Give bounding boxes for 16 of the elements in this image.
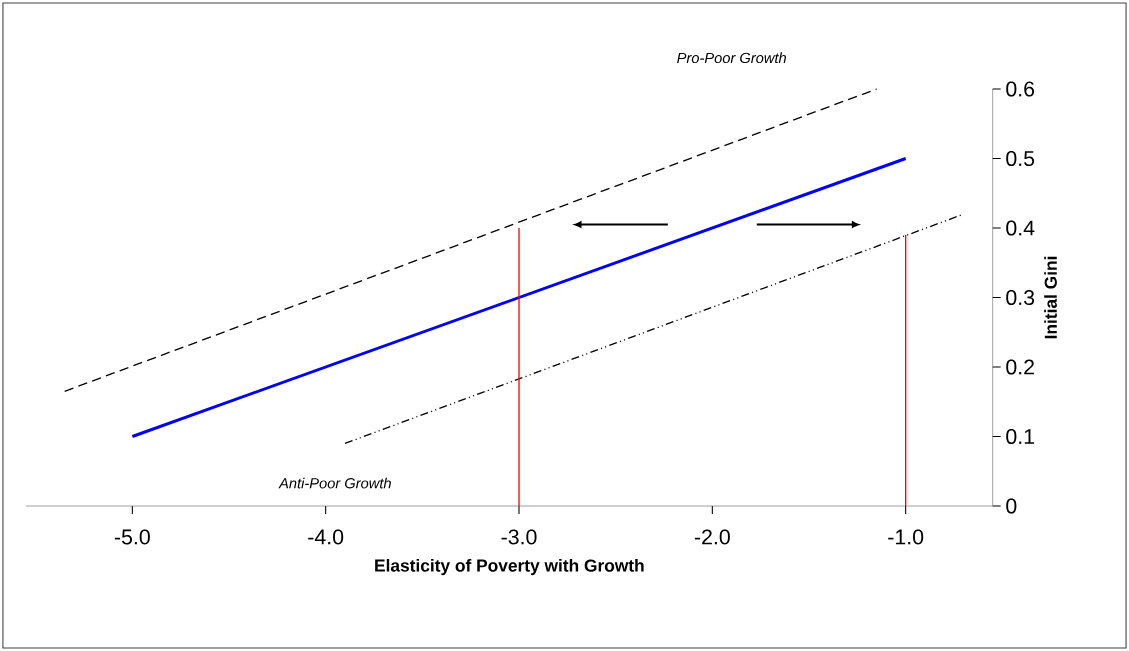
y-tick-label: 0.6 xyxy=(1006,81,1035,97)
x-axis-title: Elasticity of Poverty with Growth xyxy=(375,558,644,576)
annotation: Anti-Poor Growth xyxy=(278,477,391,489)
x-tick-label: -5.0 xyxy=(114,529,150,545)
y-tick-label: 0 xyxy=(1006,498,1017,514)
y-tick-label: 0.5 xyxy=(1006,150,1035,167)
x-tick-label: -1.0 xyxy=(888,529,924,545)
text: Pro-Poor Growth xyxy=(677,52,786,64)
x-tick-label: -4.0 xyxy=(308,529,344,545)
y-tick-label: 0.3 xyxy=(1006,289,1035,306)
y-axis-title: Initial Gini xyxy=(1044,256,1057,339)
y-tick-label: 0.2 xyxy=(1006,359,1034,375)
y-tick-label: 0.4 xyxy=(1006,220,1035,236)
x-tick-label: -2.0 xyxy=(694,529,730,545)
x-tick-label: -3.0 xyxy=(501,529,537,545)
y-tick-label: 0.1 xyxy=(1006,428,1034,445)
